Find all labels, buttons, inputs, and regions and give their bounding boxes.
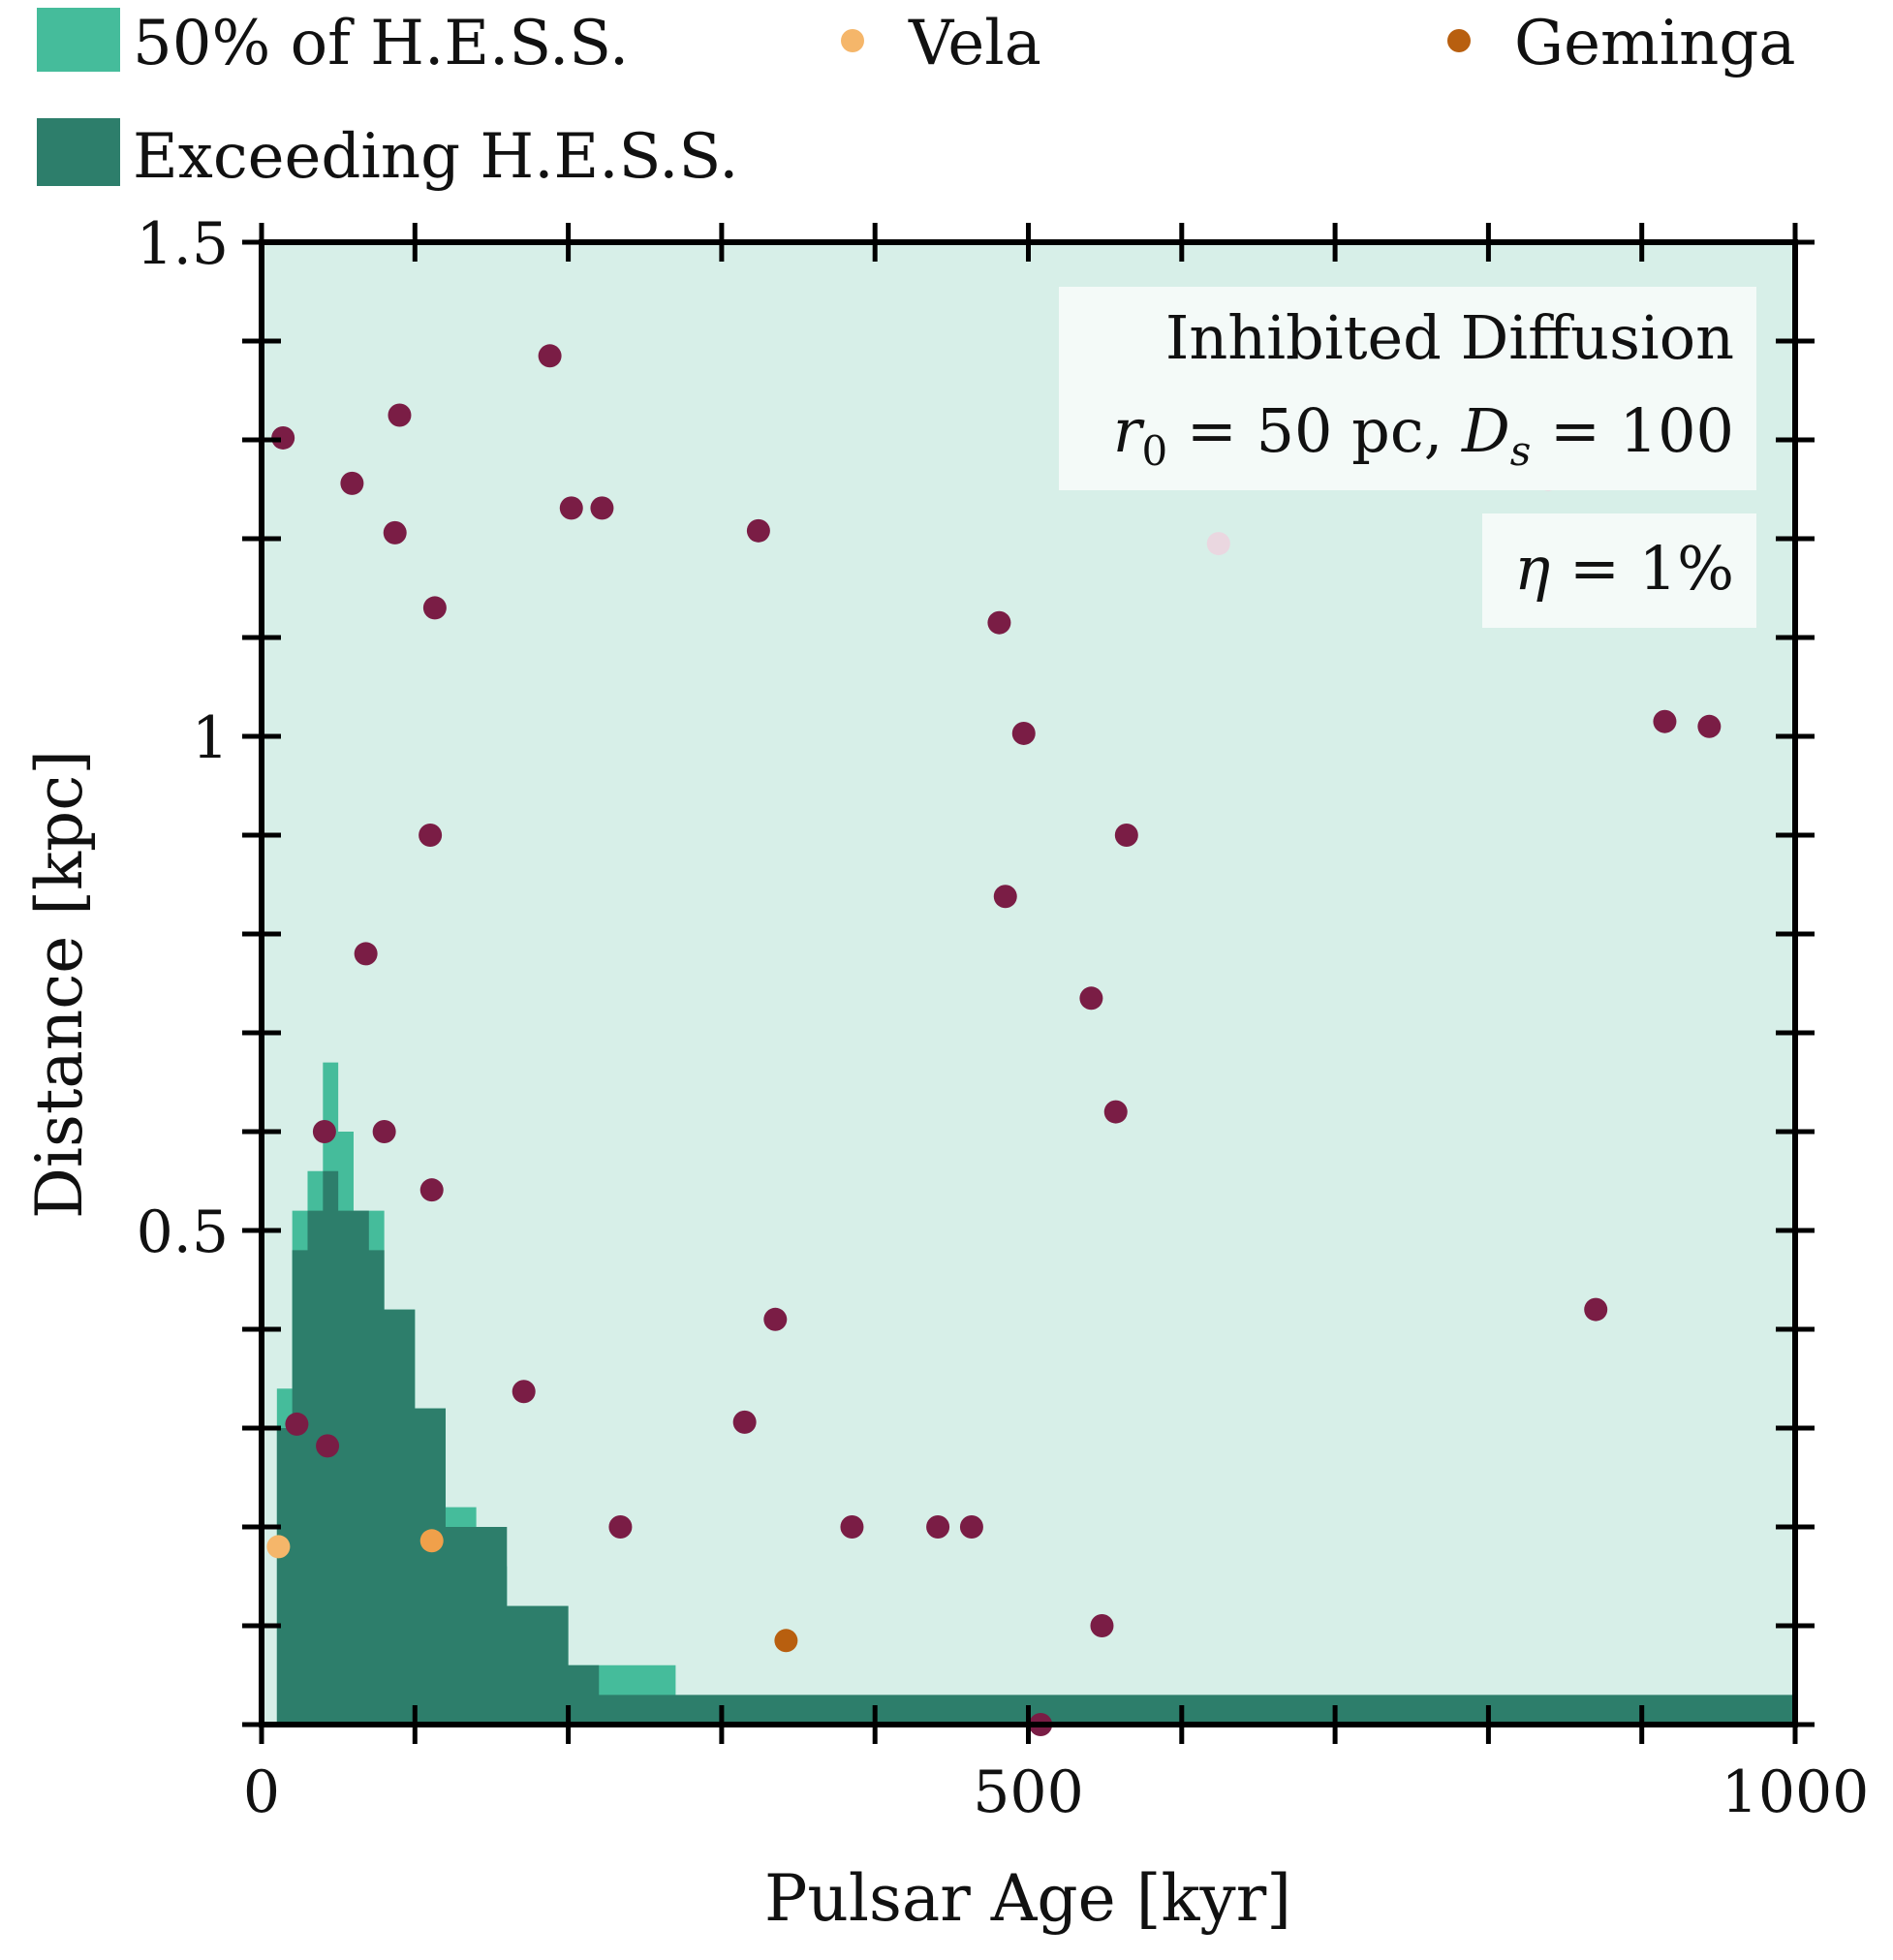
pulsars-point — [1114, 824, 1138, 847]
pulsars-point — [1090, 1614, 1114, 1637]
data-points — [266, 344, 1722, 1736]
eta-annotation-box — [1482, 513, 1756, 628]
model-annotation-box — [1059, 287, 1756, 490]
pulsars-point — [512, 1380, 536, 1404]
pulsars-point — [383, 520, 407, 544]
param-r-symbol: r — [1113, 395, 1145, 466]
pulsars-point — [1011, 721, 1036, 745]
pulsars-point — [959, 1515, 983, 1539]
legend-label-hess-50: 50% of H.E.S.S. — [133, 8, 629, 79]
model-params-label: r0 = 50 pc, Ds = 100 — [1113, 395, 1734, 475]
pulsars-point — [372, 1120, 396, 1143]
x-tick-labels: 0 500 1000 — [243, 1758, 1869, 1826]
geminga-point — [774, 1629, 798, 1653]
x-axis-label: Pulsar Age [kyr] — [764, 1861, 1291, 1936]
pulsars-point — [422, 596, 447, 620]
y-tick-label-1: 1 — [192, 704, 229, 772]
y-tick-labels: 0.5 1 1.5 — [137, 210, 229, 1266]
model-name-label: Inhibited Diffusion — [1165, 302, 1734, 373]
eta-label: η = 1% — [1514, 533, 1734, 604]
eta-value: = 1% — [1550, 533, 1734, 604]
pulsars-point — [1103, 1100, 1128, 1124]
eta-symbol: η — [1514, 533, 1550, 604]
x-tick-label-0: 0 — [243, 1758, 280, 1826]
pulsars-point — [538, 344, 562, 368]
param-end-text: = 100 — [1531, 395, 1734, 466]
model-annotation: Inhibited Diffusion r0 = 50 pc, Ds = 100 — [1059, 287, 1756, 490]
legend-swatch-exceeding-hess — [37, 118, 120, 186]
legend-dot-geminga — [1447, 29, 1471, 52]
pulsars-point — [419, 1178, 444, 1202]
param-r-subscript: 0 — [1141, 427, 1167, 475]
pulsars-point — [926, 1515, 950, 1539]
pulsars-point — [608, 1515, 633, 1539]
pulsars-point — [993, 885, 1017, 909]
pulsars-point — [1697, 714, 1722, 738]
eta-annotation: η = 1% — [1482, 513, 1756, 628]
pulsars-point — [746, 518, 770, 543]
legend: 50% of H.E.S.S. Vela Geminga Exceeding H… — [37, 8, 1796, 193]
pulsars-point — [1584, 1297, 1608, 1322]
pulsars-point — [559, 496, 583, 520]
exceeding-hess-region — [262, 1170, 1795, 1725]
pulsars-point — [1653, 709, 1677, 733]
vela-point — [266, 1535, 291, 1559]
pulsars-point — [419, 824, 443, 847]
param-d-symbol: D — [1461, 395, 1510, 466]
pulsars-point — [840, 1515, 864, 1539]
pulsars-point — [271, 425, 295, 450]
pulsars-point — [316, 1434, 340, 1458]
legend-dot-vela — [841, 29, 864, 52]
pulsars-point — [285, 1412, 309, 1436]
x-tick-label-1000: 1000 — [1722, 1758, 1870, 1826]
legend-label-geminga: Geminga — [1514, 8, 1796, 79]
y-tick-label-1-5: 1.5 — [137, 210, 229, 278]
legend-label-exceeding-hess: Exceeding H.E.S.S. — [133, 121, 738, 193]
pulsars-point — [732, 1410, 757, 1434]
pulsars-point — [388, 403, 412, 427]
pulsars-point — [1079, 986, 1103, 1011]
pulsars-point — [763, 1307, 788, 1331]
param-mid-text: = 50 pc, — [1167, 395, 1462, 466]
pulsars-faint-behind-labels-point — [1206, 532, 1230, 556]
pulsars-point — [987, 610, 1011, 635]
legend-swatch-hess-50 — [37, 8, 120, 72]
pulsars-point — [354, 942, 378, 966]
pulsars-point — [340, 471, 364, 495]
pulsars-point — [590, 496, 614, 520]
vela-orange-point — [419, 1529, 444, 1553]
y-tick-label-0-5: 0.5 — [137, 1198, 229, 1266]
plot-frame — [259, 239, 1798, 1727]
y-axis-label: Distance [kpc] — [22, 750, 97, 1219]
x-tick-label-500: 500 — [973, 1758, 1084, 1826]
pulsars-point — [312, 1120, 336, 1143]
param-d-subscript: s — [1510, 427, 1532, 475]
legend-label-vela: Vela — [908, 8, 1041, 79]
